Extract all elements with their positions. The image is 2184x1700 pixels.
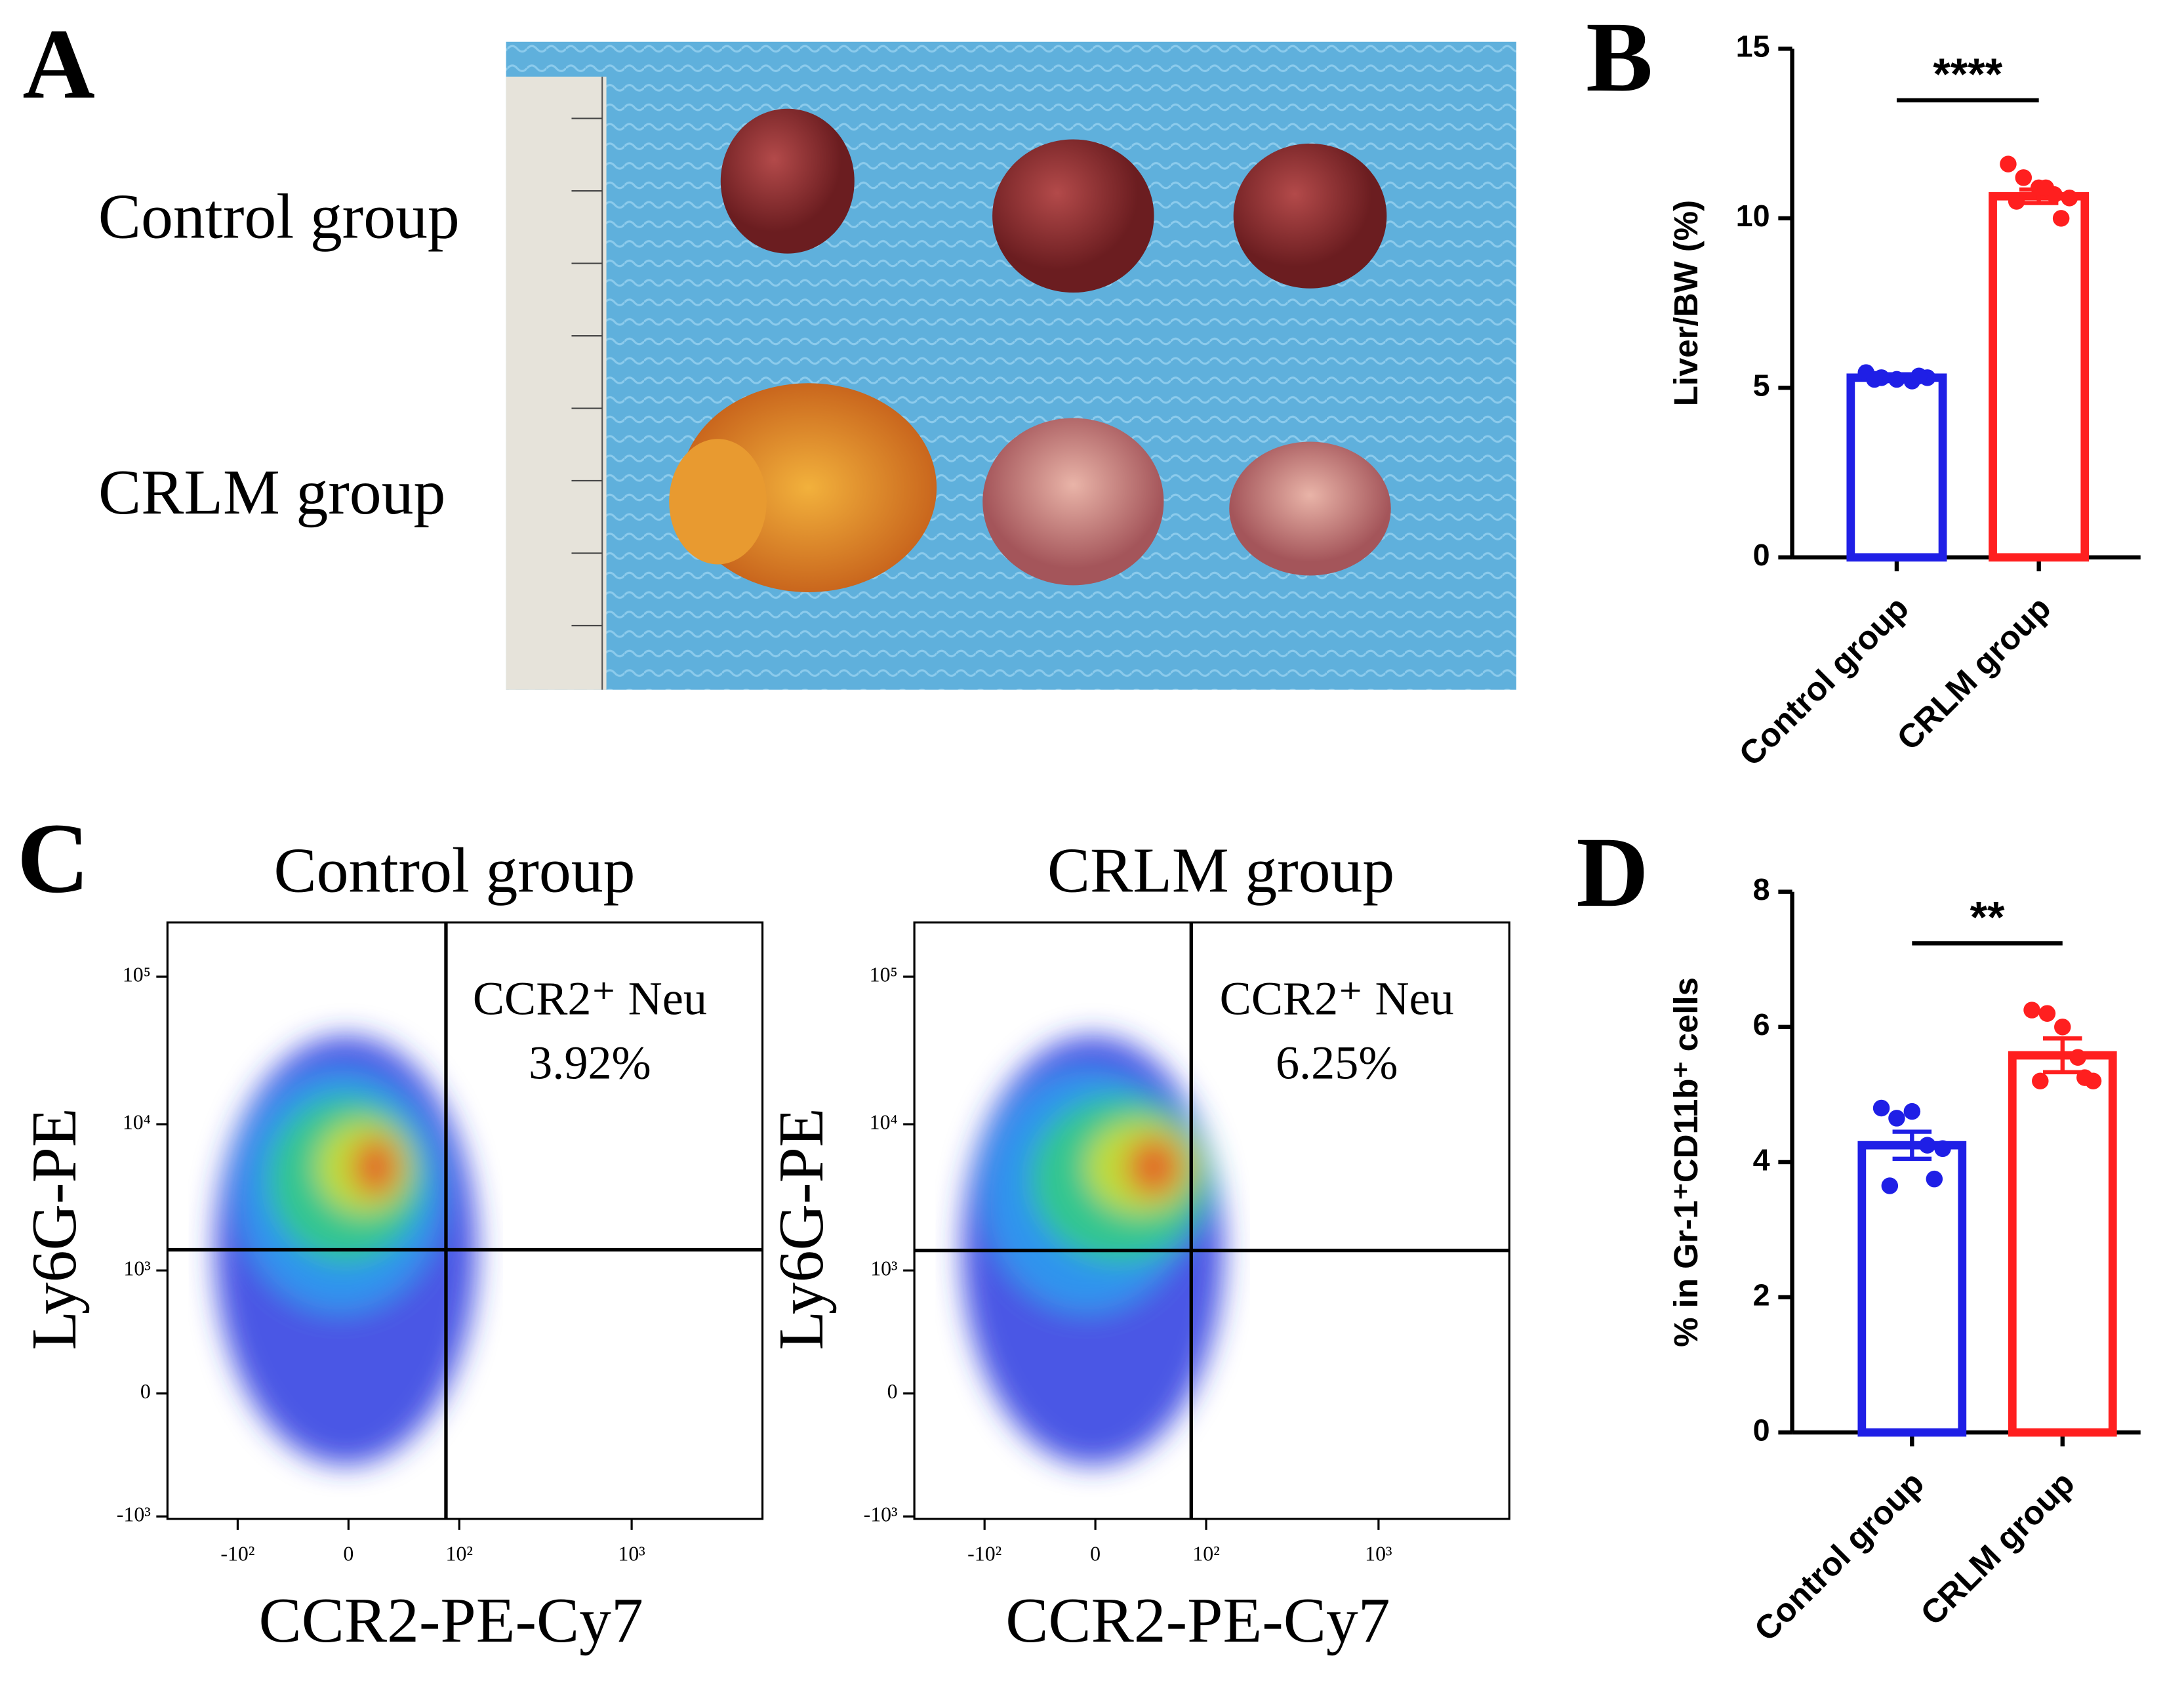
data-point	[1872, 1099, 1890, 1117]
y-tick-label: -10³	[864, 1503, 898, 1526]
x-tick-label: Control group	[1747, 1464, 1931, 1648]
plot-title: CRLM group	[1047, 836, 1394, 906]
x-tick-label: 0	[343, 1543, 354, 1566]
data-point	[2069, 1049, 2086, 1066]
y-tick-label: 0	[887, 1380, 898, 1403]
x-axis-title: CCR2-PE-Cy7	[1005, 1585, 1390, 1656]
y-tick-label: 0	[1753, 1413, 1770, 1447]
data-point	[1934, 1140, 1951, 1158]
data-point	[1911, 367, 1928, 384]
y-tick-label: 15	[1736, 30, 1770, 64]
data-point	[2000, 155, 2017, 172]
x-tick-label: 10²	[446, 1543, 473, 1566]
bar	[1857, 1141, 1967, 1437]
data-point	[2038, 1005, 2056, 1022]
y-tick-label: 2	[1753, 1278, 1770, 1312]
plot-frame	[166, 921, 764, 1520]
y-tick-label: -10³	[117, 1503, 151, 1526]
error-bar	[2043, 1036, 2082, 1075]
y-tick-label: 10³	[123, 1257, 150, 1280]
data-point	[1888, 1110, 1905, 1127]
panel-label: B	[1586, 2, 1653, 113]
data-point	[1918, 1137, 1936, 1154]
photo	[506, 41, 1516, 690]
density	[352, 1137, 400, 1197]
data-point	[1866, 371, 1883, 388]
y-tick-label: 8	[1753, 872, 1770, 906]
data-point	[1881, 1177, 1899, 1194]
gate-percent: 6.25%	[1276, 1036, 1398, 1089]
panel-label: A	[22, 9, 94, 120]
y-axis-title: Ly6G-PE	[19, 1108, 90, 1350]
y-tick-label: 10	[1736, 199, 1770, 233]
panel-label: D	[1576, 817, 1648, 928]
y-tick-label: 5	[1753, 369, 1770, 403]
y-tick-label: 10⁵	[870, 963, 898, 986]
plot-frame	[913, 921, 1510, 1520]
density	[1126, 1137, 1181, 1197]
x-tick-label: 10³	[618, 1543, 645, 1566]
data-point	[2054, 1019, 2071, 1036]
data-point	[2008, 193, 2025, 210]
gate-percent: 3.92%	[529, 1036, 651, 1089]
y-tick-label: 0	[140, 1380, 151, 1403]
error-bar	[1892, 1129, 1932, 1161]
significance: **	[1970, 892, 2005, 942]
data-point	[2052, 210, 2070, 227]
bar	[2008, 1051, 2117, 1437]
x-tick-label: CRLM group	[1913, 1464, 2082, 1632]
x-tick-label: 10²	[1192, 1543, 1219, 1566]
data-point	[2061, 190, 2078, 207]
y-tick-label: 4	[1753, 1143, 1770, 1177]
y-tick-label: 10⁴	[870, 1110, 898, 1133]
gate-label: CCR2⁺ Neu	[473, 973, 707, 1025]
bar	[1846, 373, 1947, 562]
y-axis-title: Ly6G-PE	[766, 1108, 837, 1350]
y-axis-title: Liver/BW (%)	[1667, 200, 1705, 406]
data-point	[1903, 1103, 1921, 1120]
data-point	[1926, 1170, 1943, 1188]
data-point	[2076, 1069, 2093, 1086]
gate-label: CCR2⁺ Neu	[1220, 973, 1454, 1025]
x-axis-title: CCR2-PE-Cy7	[258, 1585, 643, 1656]
significance: ****	[1933, 49, 2002, 99]
y-tick-label: 10³	[870, 1257, 897, 1280]
x-tick-label: 0	[1090, 1543, 1101, 1566]
x-tick-label: -10²	[220, 1543, 254, 1566]
bar	[1989, 192, 2090, 562]
data-point	[1888, 371, 1905, 388]
x-tick-label: -10²	[967, 1543, 1001, 1566]
y-tick-label: 10⁴	[123, 1110, 151, 1133]
x-tick-label: Control group	[1731, 589, 1916, 773]
y-tick-label: 6	[1753, 1007, 1770, 1042]
row-label: Control group	[98, 181, 460, 252]
data-point	[2032, 1072, 2049, 1090]
y-tick-label: 10⁵	[123, 963, 151, 986]
y-axis-title: % in Gr-1⁺CD11b⁺ cells	[1667, 977, 1705, 1347]
y-tick-label: 0	[1753, 538, 1770, 572]
panel-label: C	[17, 803, 89, 914]
x-tick-label: 10³	[1365, 1543, 1392, 1566]
row-label: CRLM group	[98, 457, 445, 528]
plot-title: Control group	[273, 836, 635, 906]
data-point	[2037, 179, 2055, 197]
data-point	[2015, 169, 2032, 186]
data-point	[2023, 1002, 2040, 1019]
